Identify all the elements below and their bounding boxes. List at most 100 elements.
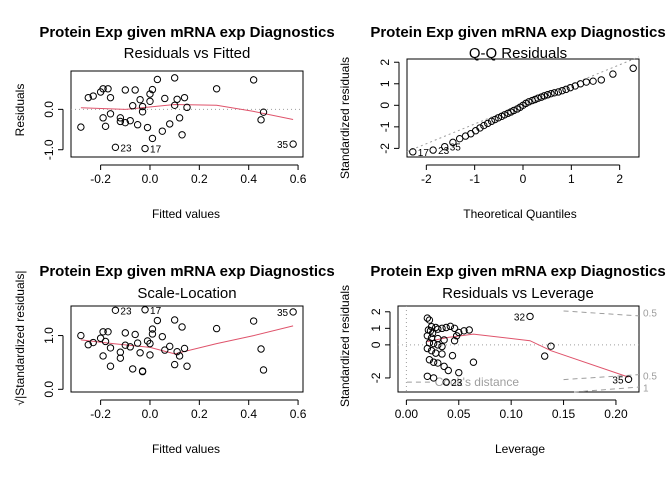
y-axis-label: Standardized residuals [338, 285, 352, 407]
data-point [104, 85, 112, 93]
data-point [289, 308, 297, 316]
data-point [166, 120, 174, 128]
data-point [257, 116, 265, 124]
x-axis-label: Leverage [495, 442, 545, 456]
point-label: 23 [120, 306, 132, 317]
data-point [434, 325, 442, 333]
data-point [562, 85, 570, 94]
data-point [455, 368, 463, 377]
data-point [500, 111, 509, 119]
data-point [547, 89, 555, 98]
data-point [423, 372, 432, 380]
data-point [106, 362, 115, 370]
data-point [465, 326, 473, 334]
data-point [77, 123, 85, 131]
data-point [469, 358, 478, 366]
data-point [624, 375, 633, 383]
data-point [106, 344, 115, 352]
data-point [427, 346, 436, 355]
data-point [131, 86, 139, 94]
data-point [99, 85, 107, 93]
data-point [158, 332, 167, 341]
data-point [77, 331, 85, 340]
data-point [429, 358, 438, 366]
plot-frame [397, 305, 640, 393]
data-point [438, 342, 446, 351]
data-point [170, 360, 179, 369]
data-point [534, 94, 542, 102]
panel-3: Protein Exp given mRNA exp Diagnostics Sc… [13, 263, 335, 456]
data-point [138, 367, 147, 376]
x-tick-label: 0.2 [191, 172, 208, 186]
x-axis-label: Fitted values [152, 442, 220, 456]
point-label: 35 [277, 140, 289, 151]
data-point [84, 93, 92, 102]
x-tick-label: 0.2 [191, 407, 208, 421]
data-point [146, 90, 154, 98]
y-tick-label: -1.0 [42, 139, 56, 160]
data-point [148, 325, 157, 333]
data-point [101, 122, 110, 131]
data-point [550, 89, 559, 97]
data-point [146, 97, 154, 105]
data-point [566, 83, 575, 92]
data-point [249, 76, 258, 84]
data-point [84, 341, 92, 349]
data-point [257, 345, 265, 353]
plot-frame [70, 305, 304, 393]
data-point [589, 77, 597, 85]
data-point [129, 102, 137, 110]
data-point [449, 138, 457, 147]
data-point [547, 342, 555, 350]
y-tick-label: 0 [378, 102, 392, 109]
data-point [212, 85, 221, 93]
data-point [480, 121, 488, 130]
x-tick-label: 0.15 [552, 407, 576, 421]
data-point [484, 119, 492, 128]
data-point [212, 324, 221, 333]
data-point [409, 148, 417, 156]
data-point [136, 95, 144, 104]
data-point [111, 306, 120, 314]
data-point [178, 323, 186, 331]
data-point [148, 330, 157, 338]
data-point [178, 131, 186, 139]
data-point [441, 142, 449, 151]
y-tick-label: 0 [369, 341, 383, 348]
x-tick-label: -2 [421, 172, 432, 186]
data-point [99, 114, 107, 122]
cooks-level-label: 0.5 [643, 308, 657, 319]
x-tick-label: 0.4 [240, 407, 257, 421]
data-point [438, 350, 446, 358]
y-axis-label: Standardized residuals [338, 57, 352, 179]
point-label: 17 [150, 306, 162, 317]
data-point [104, 328, 112, 336]
data-point [89, 338, 97, 347]
data-point [446, 322, 455, 331]
data-point [448, 351, 457, 360]
chart-subtitle: Q-Q Residuals [469, 45, 567, 62]
x-tick-label: 0.05 [447, 407, 471, 421]
data-point [126, 116, 134, 125]
smoother-line [427, 333, 629, 378]
data-point [146, 351, 154, 359]
data-point [116, 117, 125, 126]
x-tick-label: -0.2 [90, 407, 111, 421]
data-point [429, 374, 438, 382]
data-point [136, 349, 144, 357]
chart-title: Protein Exp given mRNA exp Diagnostics [39, 24, 334, 41]
data-point [476, 124, 484, 132]
cooks-contour-line [573, 386, 640, 393]
data-point [111, 143, 120, 152]
data-point [494, 114, 503, 122]
data-point [180, 93, 189, 102]
y-tick-label: -2 [378, 143, 392, 154]
data-point [460, 327, 468, 335]
data-point [138, 102, 147, 111]
data-point [146, 339, 154, 348]
data-point [434, 359, 442, 367]
data-point [442, 378, 450, 386]
data-point [183, 362, 191, 370]
y-tick-label: 1.0 [42, 327, 56, 344]
